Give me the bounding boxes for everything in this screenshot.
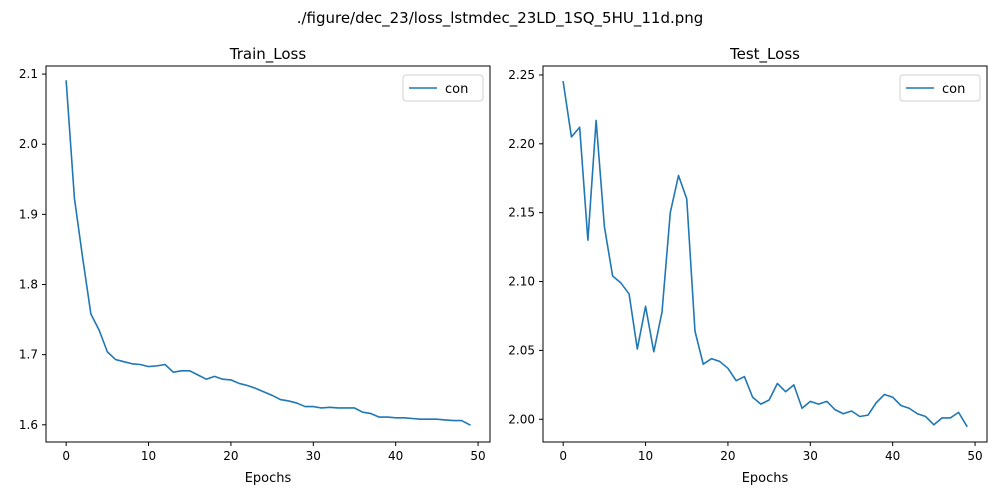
- train-x-tick-label: 40: [388, 449, 403, 463]
- train-loss-chart: Train_Loss 0 10 20 30 40 50 1.6 1.7 1.8 1.9 2.0 2.1 E…: [19, 45, 491, 486]
- train-y-tick-label: 2.0: [19, 137, 38, 151]
- test-y-tick-label: 2.10: [508, 275, 535, 289]
- train-chart-title: Train_Loss: [229, 45, 307, 64]
- test-x-tick-label: 0: [559, 449, 567, 463]
- test-y-tick-label: 2.15: [508, 206, 535, 220]
- test-x-tick-label: 50: [967, 449, 982, 463]
- train-legend-box: [402, 74, 484, 102]
- train-y-tick-label: 1.6: [19, 418, 38, 432]
- test-y-tick-label: 2.25: [508, 68, 535, 82]
- train-y-tick-label: 1.8: [19, 278, 38, 292]
- test-x-tick-label: 20: [720, 449, 735, 463]
- test-x-tick-label: 10: [638, 449, 653, 463]
- test-axes-frame: [542, 65, 988, 443]
- test-y-tick-label: 2.05: [508, 343, 535, 357]
- train-x-tick-label: 20: [223, 449, 238, 463]
- test-y-tick-label: 2.20: [508, 137, 535, 151]
- train-axes-frame: [45, 65, 491, 443]
- train-x-tick-label: 50: [470, 449, 485, 463]
- test-series-line-con: [562, 80, 968, 428]
- train-y-tick-label: 2.1: [19, 67, 38, 81]
- train-x-tick-label: 10: [141, 449, 156, 463]
- train-legend: con: [402, 74, 484, 102]
- test-legend: con: [899, 74, 981, 102]
- train-series-line-con: [65, 80, 471, 426]
- figure-suptitle: ./figure/dec_23/loss_lstmdec_23LD_1SQ_5H…: [297, 9, 704, 28]
- train-x-tick-label: 0: [62, 449, 70, 463]
- test-x-tick-label: 40: [885, 449, 900, 463]
- train-y-tick-label: 1.9: [19, 207, 38, 221]
- test-loss-chart: Test_Loss 0 10 20 30 40 50 2.00 2.05 2.10 2.15 2.20…: [508, 45, 988, 486]
- test-legend-box: [899, 74, 981, 102]
- train-y-tick-label: 1.7: [19, 348, 38, 362]
- test-y-tick-label: 2.00: [508, 412, 535, 426]
- test-legend-label: con: [942, 82, 965, 97]
- train-x-tick-label: 30: [306, 449, 321, 463]
- test-x-tick-label: 30: [803, 449, 818, 463]
- train-legend-label: con: [445, 82, 468, 97]
- test-chart-title: Test_Loss: [729, 45, 800, 64]
- test-x-axis-label: Epochs: [742, 471, 789, 486]
- train-x-axis-label: Epochs: [245, 471, 292, 486]
